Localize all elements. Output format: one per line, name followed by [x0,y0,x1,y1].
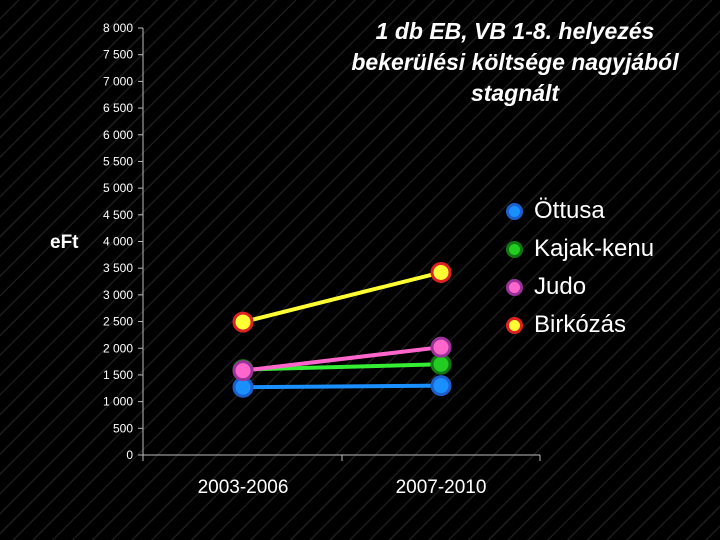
y-tick-label: 5 000 [103,181,133,195]
legend-dot [506,241,523,258]
data-point [430,336,452,358]
y-tick-label: 7 000 [103,74,133,88]
y-tick-label: 4 500 [103,208,133,222]
x-tick-label: 2003-2006 [198,477,289,498]
data-point [430,353,452,375]
legend-marker [500,277,530,297]
chart-title: 1 db EB, VB 1-8. helyezés bekerülési köl… [351,18,679,106]
legend-item: Birkózás [500,306,654,344]
y-tick-label: 1 500 [103,368,133,382]
y-tick-label: 1 000 [103,395,133,409]
legend-label: Öttusa [534,197,605,224]
legend-marker [500,315,530,335]
series-line [242,345,442,373]
legend-label: Birkózás [534,311,627,338]
legend-marker [500,201,530,221]
y-tick-label: 2 500 [103,315,133,329]
y-tick-label: 3 000 [103,288,133,302]
y-tick-label: 4 000 [103,235,133,249]
legend-item: Öttusa [500,192,654,230]
legend-marker [500,239,530,259]
data-point [232,360,254,382]
y-tick-label: 500 [113,421,133,435]
unit-label: eFt [50,232,79,253]
y-tick-label: 8 000 [103,21,133,35]
series-line [242,383,442,390]
legend-item: Judo [500,268,654,306]
series-line [242,270,442,325]
legend: Öttusa Kajak-kenu Judo Birkózás [500,192,654,344]
x-tick-label: 2007-2010 [396,477,487,498]
legend-dot [506,279,523,296]
data-point [430,261,452,283]
legend-label: Kajak-kenu [534,235,655,262]
legend-item: Kajak-kenu [500,230,654,268]
legend-dot [506,203,523,220]
data-point [232,311,254,333]
data-point [430,375,452,397]
y-tick-label: 0 [126,448,133,462]
y-tick-label: 2 000 [103,341,133,355]
y-tick-label: 6 500 [103,101,133,115]
y-tick-label: 7 500 [103,48,133,62]
y-tick-label: 5 500 [103,154,133,168]
y-tick-label: 6 000 [103,128,133,142]
y-tick-label: 3 500 [103,261,133,275]
legend-label: Judo [534,273,587,300]
legend-dot [506,317,523,334]
